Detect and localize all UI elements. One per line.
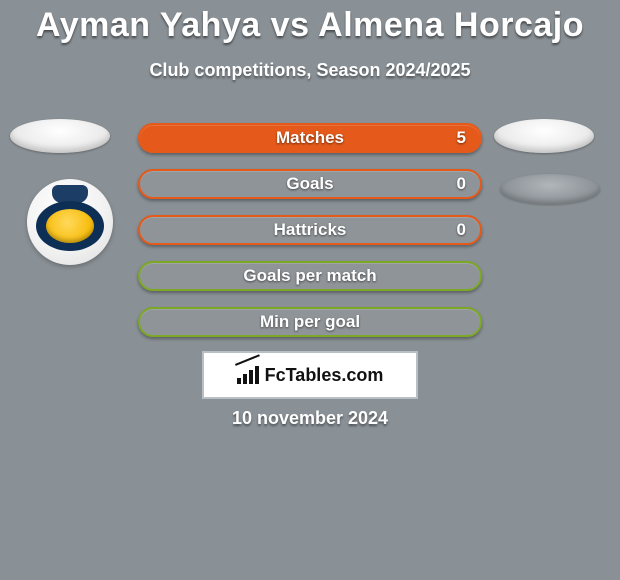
club-crest-right-placeholder bbox=[500, 174, 600, 204]
source-logo-box[interactable]: FcTables.com bbox=[202, 351, 418, 399]
stat-hattricks-right: 0 bbox=[457, 220, 466, 240]
player-avatar-right bbox=[494, 119, 594, 153]
crest-shield-icon bbox=[36, 201, 104, 251]
stat-row-goals: Goals 0 bbox=[138, 169, 482, 199]
club-crest-left bbox=[27, 179, 113, 265]
stat-mpg-label: Min per goal bbox=[140, 312, 480, 332]
stat-goals-right: 0 bbox=[457, 174, 466, 194]
stat-row-goals-per-match: Goals per match bbox=[138, 261, 482, 291]
source-brand-text: FcTables.com bbox=[265, 365, 384, 386]
bar-chart-icon bbox=[237, 366, 259, 384]
stat-goals-label: Goals bbox=[140, 174, 480, 194]
crest-globe-icon bbox=[46, 209, 94, 243]
stat-row-matches: Matches 5 bbox=[138, 123, 482, 153]
date-text: 10 november 2024 bbox=[0, 408, 620, 429]
stat-hattricks-label: Hattricks bbox=[140, 220, 480, 240]
page-subtitle: Club competitions, Season 2024/2025 bbox=[0, 60, 620, 81]
stat-row-min-per-goal: Min per goal bbox=[138, 307, 482, 337]
stat-matches-right: 5 bbox=[457, 128, 466, 148]
stat-gpm-label: Goals per match bbox=[140, 266, 480, 286]
player-avatar-left bbox=[10, 119, 110, 153]
comparison-card: Ayman Yahya vs Almena Horcajo Club compe… bbox=[0, 0, 620, 580]
stat-row-hattricks: Hattricks 0 bbox=[138, 215, 482, 245]
page-title: Ayman Yahya vs Almena Horcajo bbox=[0, 6, 620, 45]
stat-matches-label: Matches bbox=[140, 128, 480, 148]
